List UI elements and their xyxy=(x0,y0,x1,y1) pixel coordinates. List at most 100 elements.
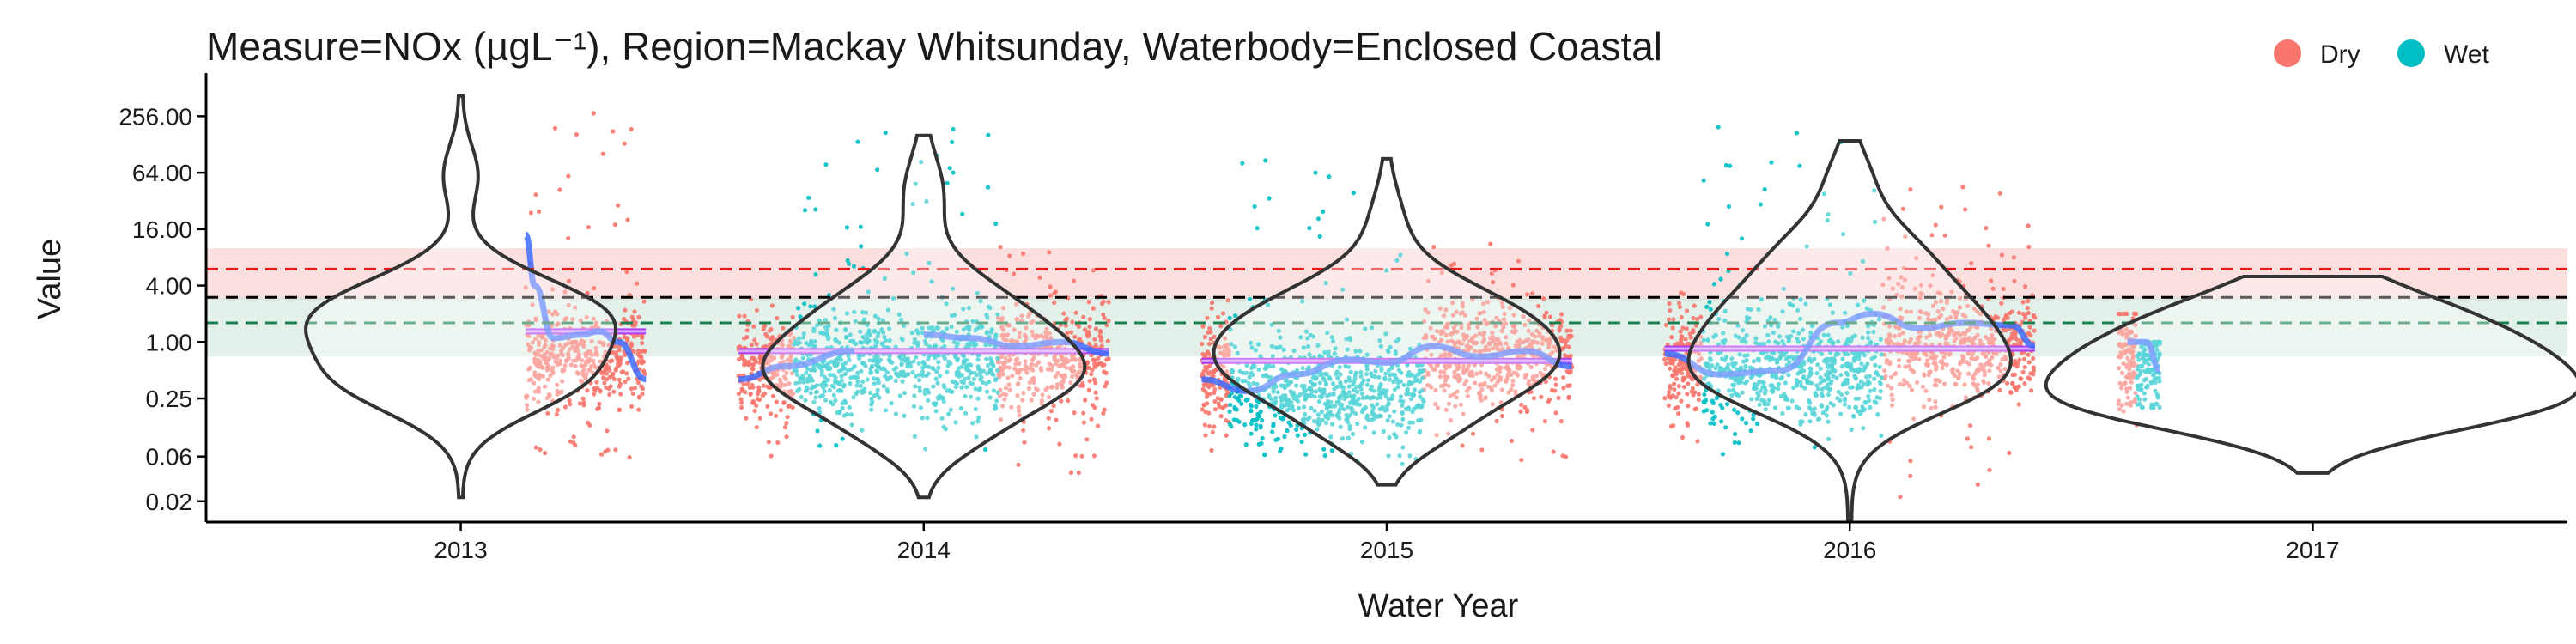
point-dry xyxy=(1059,355,1064,361)
point-wet xyxy=(1303,452,1309,457)
point-dry xyxy=(999,417,1004,422)
point-dry xyxy=(1674,376,1680,381)
point-dry xyxy=(1078,337,1083,342)
legend-wet-swatch xyxy=(2397,39,2425,67)
point-dry xyxy=(1098,335,1103,340)
point-wet xyxy=(1256,441,1261,447)
point-dry xyxy=(1516,258,1521,264)
point-dry xyxy=(738,397,744,402)
point-dry xyxy=(750,398,756,404)
y-tick-label: 0.06 xyxy=(146,444,193,471)
point-dry xyxy=(562,317,568,322)
y-tick-label: 1.00 xyxy=(146,329,193,355)
point-dry xyxy=(1103,384,1108,389)
point-dry xyxy=(2026,298,2031,304)
point-dry xyxy=(545,377,550,382)
point-dry xyxy=(600,151,605,156)
point-dry xyxy=(552,125,558,131)
point-dry xyxy=(629,404,635,409)
point-wet xyxy=(1227,409,1232,414)
point-dry xyxy=(1984,226,1989,231)
point-dry xyxy=(1102,407,1107,412)
point-dry xyxy=(574,370,580,375)
y-tick-label: 256.00 xyxy=(118,103,192,130)
point-dry xyxy=(1898,494,1903,500)
point-wet xyxy=(1731,407,1737,412)
point-dry xyxy=(555,382,560,387)
point-wet xyxy=(951,126,956,132)
point-wet xyxy=(1701,178,1706,183)
point-dry xyxy=(1217,404,1222,410)
point-dry xyxy=(1546,399,1551,404)
point-dry xyxy=(613,368,618,373)
point-dry xyxy=(623,352,628,357)
point-dry xyxy=(573,347,578,352)
point-dry xyxy=(568,362,574,368)
point-dry xyxy=(1908,187,1913,192)
point-dry xyxy=(2015,361,2020,366)
point-dry xyxy=(602,380,607,386)
point-dry xyxy=(1099,301,1105,307)
point-dry xyxy=(1091,453,1097,459)
point-dry xyxy=(578,341,583,346)
point-dry xyxy=(784,421,789,426)
point-dry xyxy=(556,407,561,412)
point-wet xyxy=(1233,313,1238,319)
point-dry xyxy=(1679,338,1684,343)
point-dry xyxy=(1206,423,1212,429)
point-dry xyxy=(750,362,756,368)
point-dry xyxy=(1995,315,2000,320)
point-dry xyxy=(2012,278,2017,283)
point-dry xyxy=(1081,314,1086,319)
point-dry xyxy=(566,302,571,307)
point-dry xyxy=(997,393,1002,398)
point-dry xyxy=(1960,185,1965,190)
point-dry xyxy=(1047,250,1052,255)
point-dry xyxy=(1666,317,1672,322)
point-wet xyxy=(1303,432,1308,437)
point-dry xyxy=(1509,438,1515,444)
point-dry xyxy=(1106,300,1111,305)
point-dry xyxy=(545,410,550,416)
point-dry xyxy=(1059,398,1064,404)
point-wet xyxy=(1739,236,1745,241)
point-dry xyxy=(1046,416,1051,421)
point-wet xyxy=(993,221,999,227)
point-dry xyxy=(1086,387,1091,392)
point-wet xyxy=(947,166,952,171)
point-dry xyxy=(1064,365,1069,370)
point-dry xyxy=(581,403,586,408)
point-dry xyxy=(739,353,744,359)
point-dry xyxy=(1030,361,1035,367)
point-dry xyxy=(2026,352,2031,357)
point-dry xyxy=(2032,328,2037,333)
point-dry xyxy=(639,355,644,360)
point-dry xyxy=(1092,337,1097,342)
point-dry xyxy=(1676,391,1681,396)
point-dry xyxy=(1677,304,1683,310)
point-dry xyxy=(778,408,784,413)
point-dry xyxy=(591,111,596,116)
point-dry xyxy=(1519,458,1524,463)
point-wet xyxy=(851,264,857,269)
point-dry xyxy=(752,408,757,414)
point-dry xyxy=(779,355,784,360)
point-dry xyxy=(616,203,621,208)
point-wet xyxy=(1307,226,1312,231)
point-dry xyxy=(1208,337,1213,342)
point-dry xyxy=(533,352,538,357)
point-dry xyxy=(1942,233,1947,238)
point-dry xyxy=(573,305,578,310)
point-dry xyxy=(572,339,577,344)
point-dry xyxy=(1566,394,1571,399)
point-dry xyxy=(1557,328,1562,333)
point-dry xyxy=(1104,357,1109,362)
point-dry xyxy=(1536,303,1541,309)
point-dry xyxy=(1057,441,1062,447)
point-dry xyxy=(580,379,585,385)
point-dry xyxy=(999,372,1005,377)
point-wet xyxy=(1712,414,1717,419)
point-dry xyxy=(1035,387,1040,392)
point-wet xyxy=(813,272,818,277)
violin-2015 xyxy=(1212,156,1562,487)
